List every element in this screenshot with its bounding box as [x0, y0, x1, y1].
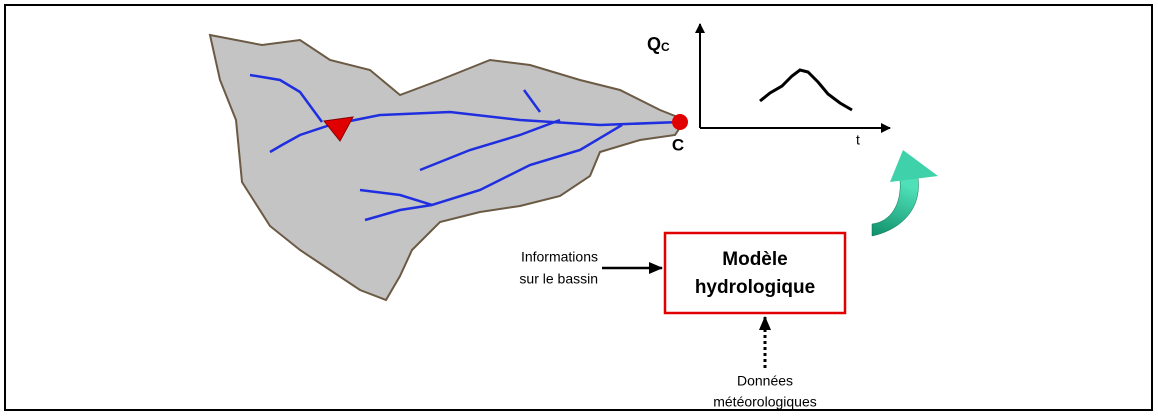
- meteo-label: Données: [737, 373, 793, 389]
- output-arrow-body: [871, 177, 919, 237]
- basin-info-label: sur le bassin: [519, 271, 598, 287]
- model-label: Modèle: [722, 249, 787, 270]
- basin-info-label: Informations: [521, 249, 598, 265]
- x-axis-label: t: [856, 132, 860, 148]
- outlet-label: C: [672, 135, 684, 154]
- frame: [4, 4, 1153, 411]
- y-axis-label: QC: [647, 34, 670, 54]
- model-box: [663, 231, 847, 315]
- rivers: [249, 73, 681, 222]
- hydrograph-curve: [759, 68, 853, 112]
- gauge-triangle: [323, 116, 354, 142]
- meteo-label: météorologiques: [713, 394, 817, 410]
- y-label-main: Q: [647, 34, 661, 54]
- y-label-sub: C: [661, 40, 670, 54]
- model-label: hydrologique: [695, 277, 815, 298]
- outlet: [672, 114, 688, 130]
- basin: [208, 33, 687, 302]
- output-arrow-head: [890, 150, 938, 182]
